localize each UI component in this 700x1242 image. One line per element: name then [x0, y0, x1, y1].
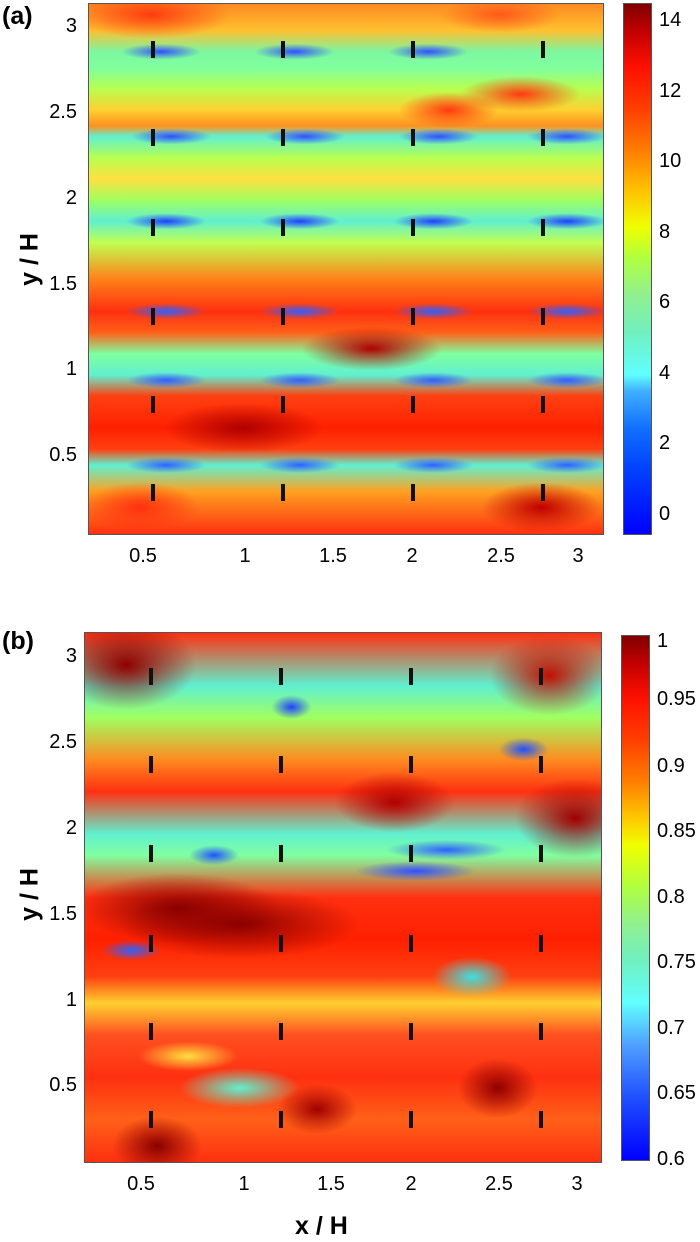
panel-b-xtick-1: 1	[238, 1173, 250, 1195]
panel-b-xtick-2: 2	[405, 1173, 417, 1195]
rod-marker	[411, 219, 415, 236]
panel-b-label: (b)	[2, 627, 34, 655]
panel-b-cbtick-0.85: 0.85	[657, 820, 696, 842]
rod-marker	[281, 41, 285, 58]
rod-marker	[279, 845, 283, 862]
rod-marker	[409, 668, 413, 685]
rod-marker	[539, 756, 543, 773]
rod-marker	[151, 396, 155, 413]
rod-marker	[151, 308, 155, 325]
panel-b-colorbar	[621, 635, 650, 1161]
rod-marker	[281, 219, 285, 236]
rod-marker	[151, 219, 155, 236]
panel-a-xtick-1.5: 1.5	[319, 545, 347, 567]
rod-marker	[409, 1111, 413, 1128]
panel-b-cbtick-0.6: 0.6	[657, 1148, 685, 1170]
rod-marker	[151, 484, 155, 501]
rod-marker	[149, 668, 153, 685]
rod-marker	[279, 1023, 283, 1040]
panel-b-cbtick-0.75: 0.75	[657, 951, 696, 973]
panel-b-xlabel: x / H	[295, 1212, 348, 1240]
rod-marker	[541, 219, 545, 236]
rod-marker	[281, 396, 285, 413]
rod-marker	[149, 1111, 153, 1128]
panel-b-cbtick-0.7: 0.7	[657, 1017, 685, 1039]
panel-a-ytick-2.5: 2.5	[49, 101, 77, 123]
rod-marker	[151, 129, 155, 146]
rod-marker	[151, 41, 155, 58]
rod-marker	[409, 935, 413, 952]
rod-marker	[411, 41, 415, 58]
panel-a-ytick-0.5: 0.5	[49, 444, 77, 466]
rod-marker	[411, 484, 415, 501]
rod-marker	[539, 1023, 543, 1040]
panel-b-ytick-1.5: 1.5	[49, 903, 77, 925]
panel-a-colorbar	[623, 3, 652, 535]
panel-a-xtick-2: 2	[406, 545, 418, 567]
panel-b-cbtick-0.65: 0.65	[657, 1082, 696, 1104]
rod-marker	[539, 935, 543, 952]
rod-marker	[541, 484, 545, 501]
rod-marker	[149, 845, 153, 862]
rod-marker	[281, 129, 285, 146]
rod-marker	[541, 308, 545, 325]
panel-b-cbtick-0.8: 0.8	[657, 886, 685, 908]
panel-b-ytick-2: 2	[65, 817, 77, 839]
panel-b-heatmap	[85, 633, 601, 1162]
panel-a-cbtick-12: 12	[659, 80, 682, 102]
panel-b-xtick-1.5: 1.5	[317, 1173, 345, 1195]
rod-marker	[409, 756, 413, 773]
panel-b-ytick-3: 3	[65, 645, 77, 667]
panel-a-cbtick-4: 4	[659, 362, 671, 384]
panel-a-xtick-3: 3	[572, 545, 584, 567]
panel-a-label: (a)	[2, 2, 33, 30]
panel-b-cbtick-0.9: 0.9	[657, 755, 685, 777]
rod-marker	[281, 484, 285, 501]
rod-marker	[409, 845, 413, 862]
rod-marker	[411, 308, 415, 325]
rod-marker	[279, 756, 283, 773]
panel-b-xtick-0.5: 0.5	[127, 1173, 155, 1195]
rod-marker	[541, 396, 545, 413]
panel-a-plot	[88, 3, 604, 535]
panel-a-xtick-2.5: 2.5	[487, 545, 515, 567]
rod-marker	[541, 129, 545, 146]
panel-a-cbtick-0: 0	[659, 503, 671, 525]
rod-marker	[539, 1111, 543, 1128]
panel-a-heatmap	[89, 4, 603, 534]
panel-a-cbtick-10: 10	[659, 150, 682, 172]
rod-marker	[409, 1023, 413, 1040]
panel-a-ytick-1.5: 1.5	[49, 273, 77, 295]
rod-marker	[539, 668, 543, 685]
panel-b-xtick-3: 3	[571, 1173, 583, 1195]
rod-marker	[149, 1023, 153, 1040]
rod-marker	[279, 935, 283, 952]
panel-a-cbtick-2: 2	[659, 432, 671, 454]
rod-marker	[411, 129, 415, 146]
panel-a-xtick-0.5: 0.5	[129, 545, 157, 567]
panel-a-xtick-1: 1	[239, 545, 251, 567]
panel-a-cbtick-6: 6	[659, 291, 671, 313]
rod-marker	[279, 668, 283, 685]
panel-b-ytick-1: 1	[65, 989, 77, 1011]
rod-marker	[149, 756, 153, 773]
panel-b-cbtick-0.95: 0.95	[657, 688, 696, 710]
panel-a-ytick-1: 1	[65, 358, 77, 380]
rod-marker	[149, 935, 153, 952]
rod-marker	[539, 845, 543, 862]
rod-marker	[281, 308, 285, 325]
panel-a-ytick-3: 3	[65, 15, 77, 37]
panel-b-plot	[84, 632, 602, 1163]
panel-b-ytick-0.5: 0.5	[49, 1074, 77, 1096]
panel-a-cbtick-8: 8	[659, 221, 671, 243]
rod-marker	[411, 396, 415, 413]
rod-marker	[541, 41, 545, 58]
panel-a-ytick-2: 2	[65, 187, 77, 209]
panel-b-xtick-2.5: 2.5	[485, 1173, 513, 1195]
rod-marker	[279, 1111, 283, 1128]
panel-b-ytick-2.5: 2.5	[49, 731, 77, 753]
panel-a-cbtick-14: 14	[659, 9, 682, 31]
panel-b-cbtick-1: 1	[657, 630, 669, 652]
